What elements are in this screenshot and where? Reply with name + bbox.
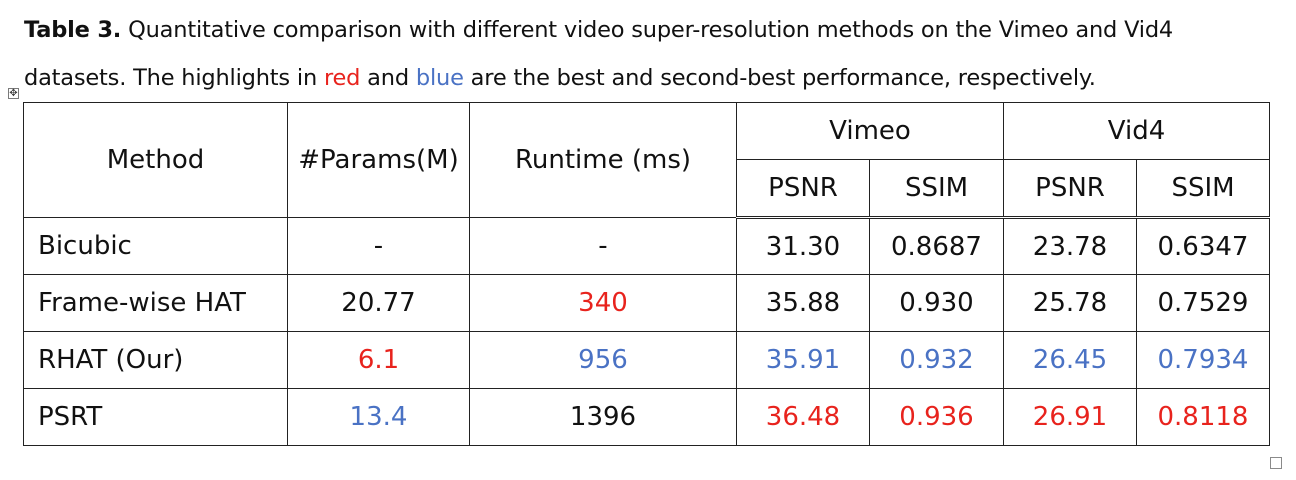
caption-and-word: and <box>360 65 416 91</box>
table-resize-handle[interactable] <box>1270 457 1282 469</box>
table-row: Frame-wise HAT 20.77 340 35.88 0.930 25.… <box>23 274 1270 332</box>
vid4-ssim-cell: 0.8118 <box>1136 388 1270 446</box>
caption-text-part1: Quantitative comparison with different v… <box>24 17 1174 91</box>
vimeo-ssim-cell: 0.8687 <box>869 217 1004 275</box>
header-vimeo-ssim: SSIM <box>869 159 1004 219</box>
vimeo-ssim-cell: 0.932 <box>869 331 1004 389</box>
header-runtime: Runtime (ms) <box>469 102 737 218</box>
results-table: Method #Params(M) Runtime (ms) Vimeo Vid… <box>23 102 1270 446</box>
method-cell: Bicubic <box>23 217 288 275</box>
header-params: #Params(M) <box>287 102 470 218</box>
vimeo-ssim-cell: 0.930 <box>869 274 1004 332</box>
method-cell: PSRT <box>23 388 288 446</box>
table-move-handle-icon[interactable]: ✥ <box>8 88 19 99</box>
vid4-ssim-cell: 0.7529 <box>1136 274 1270 332</box>
table-row: Bicubic - - 31.30 0.8687 23.78 0.6347 <box>23 217 1270 275</box>
vimeo-ssim-cell: 0.936 <box>869 388 1004 446</box>
caption-label: Table 3. <box>24 17 122 43</box>
runtime-cell: 340 <box>469 274 737 332</box>
runtime-cell: 1396 <box>469 388 737 446</box>
header-vimeo: Vimeo <box>736 102 1004 160</box>
vid4-ssim-cell: 0.6347 <box>1136 217 1270 275</box>
table-row: RHAT (Our) 6.1 956 35.91 0.932 26.45 0.7… <box>23 331 1270 389</box>
params-cell: 6.1 <box>287 331 470 389</box>
vimeo-psnr-cell: 31.30 <box>736 217 870 275</box>
vid4-psnr-cell: 25.78 <box>1003 274 1137 332</box>
params-cell: - <box>287 217 470 275</box>
header-vid4-psnr: PSNR <box>1003 159 1137 219</box>
vimeo-psnr-cell: 35.88 <box>736 274 870 332</box>
method-cell: Frame-wise HAT <box>23 274 288 332</box>
header-vid4-ssim: SSIM <box>1136 159 1270 219</box>
vid4-ssim-cell: 0.7934 <box>1136 331 1270 389</box>
caption-blue-word: blue <box>415 65 464 91</box>
runtime-cell: 956 <box>469 331 737 389</box>
caption-text-part2: are the best and second-best performance… <box>463 65 1096 91</box>
vimeo-psnr-cell: 35.91 <box>736 331 870 389</box>
vid4-psnr-cell: 23.78 <box>1003 217 1137 275</box>
header-vid4: Vid4 <box>1003 102 1270 160</box>
method-cell: RHAT (Our) <box>23 331 288 389</box>
params-cell: 20.77 <box>287 274 470 332</box>
vimeo-psnr-cell: 36.48 <box>736 388 870 446</box>
params-cell: 13.4 <box>287 388 470 446</box>
table-caption: Table 3. Quantitative comparison with di… <box>24 6 1274 102</box>
table-row: PSRT 13.4 1396 36.48 0.936 26.91 0.8118 <box>23 388 1270 446</box>
runtime-cell: - <box>469 217 737 275</box>
header-vimeo-psnr: PSNR <box>736 159 870 219</box>
caption-red-word: red <box>323 65 361 91</box>
vid4-psnr-cell: 26.91 <box>1003 388 1137 446</box>
vid4-psnr-cell: 26.45 <box>1003 331 1137 389</box>
header-method: Method <box>23 102 288 218</box>
